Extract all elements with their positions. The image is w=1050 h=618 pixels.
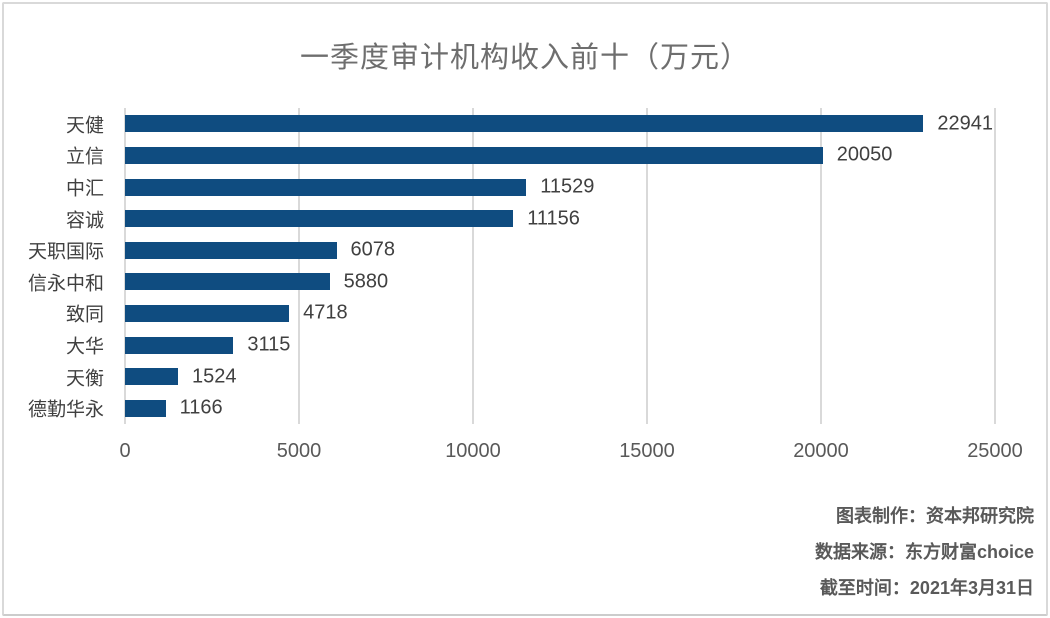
footer-credit-line: 图表制作：资本邦研究院 xyxy=(836,506,1034,526)
bar xyxy=(125,241,337,259)
category-label: 致同 xyxy=(65,304,104,326)
value-label: 4718 xyxy=(303,301,348,324)
gridline xyxy=(820,108,822,424)
bar xyxy=(125,178,527,196)
x-tick-label: 10000 xyxy=(445,440,501,462)
bar xyxy=(125,399,166,417)
bar xyxy=(125,368,179,386)
x-tick-label: 20000 xyxy=(793,440,849,462)
category-label: 信永中和 xyxy=(27,273,104,295)
bar xyxy=(125,304,290,322)
bar xyxy=(125,273,330,291)
gridline xyxy=(994,108,996,424)
bar xyxy=(125,115,924,133)
value-label: 11529 xyxy=(540,175,595,198)
category-label: 容诚 xyxy=(65,210,104,232)
x-tick-label: 5000 xyxy=(276,440,322,462)
value-label: 22941 xyxy=(937,112,993,135)
footer-source-line: 数据来源：东方财富choice xyxy=(814,542,1034,562)
gridline xyxy=(472,108,474,424)
value-label: 20050 xyxy=(836,143,893,166)
category-label: 大华 xyxy=(65,336,104,358)
value-label: 6078 xyxy=(350,238,396,261)
value-label: 3115 xyxy=(247,333,291,356)
x-axis: 0 5000 10000 15000 20000 25000 xyxy=(119,440,1022,468)
bar xyxy=(125,146,823,164)
category-label: 天健 xyxy=(65,115,104,137)
bar xyxy=(125,210,514,228)
category-label: 德勤华永 xyxy=(27,399,104,421)
value-label: 5880 xyxy=(343,270,389,293)
gridline xyxy=(298,108,300,424)
value-label: 1166 xyxy=(179,396,223,419)
x-tick-label: 25000 xyxy=(967,440,1023,462)
gridline xyxy=(646,108,648,424)
x-tick-label: 15000 xyxy=(619,440,675,462)
chart-footer: 图表制作：资本邦研究院 数据来源：东方财富choice 截至时间：2021年3月… xyxy=(815,498,1034,606)
gridline xyxy=(124,108,126,424)
plot-area: 22941 20050 11529 11156 6078 5880 4718 3115 1524… xyxy=(124,108,996,424)
category-label: 中汇 xyxy=(65,178,104,200)
bar xyxy=(125,336,234,354)
category-label: 天职国际 xyxy=(27,241,104,263)
value-label: 11156 xyxy=(527,207,580,230)
value-label: 1524 xyxy=(192,365,237,388)
category-label: 天衡 xyxy=(65,368,104,390)
category-axis: 天健立信中汇容诚天职国际信永中和致同大华天衡德勤华永 xyxy=(4,108,114,420)
chart-title: 一季度审计机构收入前十（万元） xyxy=(299,42,750,74)
category-label: 立信 xyxy=(65,146,104,168)
footer-date-line: 截至时间：2021年3月31日 xyxy=(819,578,1034,598)
x-tick-label: 0 xyxy=(119,440,131,462)
